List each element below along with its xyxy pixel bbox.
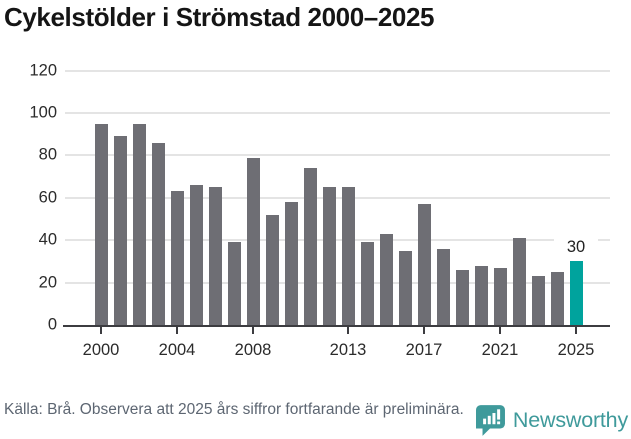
x-axis-tick-mark <box>251 326 255 334</box>
gridline-y-120 <box>65 69 610 72</box>
bar-2010 <box>284 202 298 325</box>
newsworthy-speech-bubble-bar-chart-icon <box>476 404 505 436</box>
bar-2014 <box>360 242 374 325</box>
highlight-data-label: 30 <box>554 238 598 258</box>
x-axis-tick-label: 2017 <box>405 341 443 359</box>
bar-2008 <box>246 157 260 325</box>
gridline-y-80 <box>65 154 610 157</box>
newsworthy-logo: Newsworthy <box>476 402 628 438</box>
x-axis-tick-mark <box>422 326 426 334</box>
bar-2003 <box>151 142 165 325</box>
x-axis-tick-label: 2004 <box>158 341 196 359</box>
bar-2016 <box>398 250 412 325</box>
bar-2022 <box>512 238 526 325</box>
y-axis-tick-label: 80 <box>38 145 57 164</box>
x-axis-tick-mark <box>574 326 578 334</box>
y-axis-tick-label: 40 <box>38 230 57 249</box>
bar-2005 <box>189 185 203 325</box>
source-note: Källa: Brå. Observera att 2025 års siffr… <box>4 401 464 418</box>
bar-2007 <box>227 242 241 325</box>
x-axis-tick-label: 2021 <box>481 341 519 359</box>
gridline-y-60 <box>65 196 610 199</box>
gridline-y-20 <box>65 281 610 284</box>
gridline-y-100 <box>65 112 610 114</box>
bar-2015 <box>379 233 393 325</box>
bar-2017 <box>417 204 431 325</box>
bar-2025 <box>569 261 583 325</box>
newsworthy-wordmark: Newsworthy <box>512 407 628 432</box>
chart-title: Cykelstölder i Strömstad 2000–2025 <box>4 2 435 32</box>
x-axis-tick-mark <box>346 326 350 334</box>
bar-2013 <box>341 187 355 325</box>
bar-2011 <box>303 168 317 325</box>
bar-2009 <box>265 214 279 325</box>
y-axis-tick-label: 20 <box>38 273 57 292</box>
y-axis-tick-label: 120 <box>29 61 57 80</box>
bar-2012 <box>322 187 336 325</box>
x-axis-tick-label: 2025 <box>557 341 595 359</box>
y-axis-tick-label: 0 <box>47 315 57 334</box>
x-axis-tick-label: 2008 <box>234 341 272 359</box>
gridline-y-40 <box>65 239 610 242</box>
bar-2020 <box>474 265 488 325</box>
bar-2021 <box>493 267 507 325</box>
bar-2004 <box>170 191 184 325</box>
x-axis-tick-mark <box>498 326 502 334</box>
x-axis-tick-mark <box>175 326 179 334</box>
bar-2024 <box>550 272 564 325</box>
bar-2002 <box>132 123 146 325</box>
bar-2019 <box>455 269 469 325</box>
y-axis-tick-label: 100 <box>29 103 57 122</box>
bar-2006 <box>208 187 222 325</box>
bar-2023 <box>531 276 545 325</box>
bar-2000 <box>94 123 108 325</box>
y-axis-tick-label: 60 <box>38 188 57 207</box>
x-axis-tick-mark <box>99 326 103 334</box>
x-axis-line <box>63 324 610 328</box>
x-axis-tick-label: 2013 <box>329 341 367 359</box>
bar-2001 <box>113 136 127 325</box>
bar-2018 <box>436 248 450 325</box>
x-axis-tick-label: 2000 <box>82 341 120 359</box>
